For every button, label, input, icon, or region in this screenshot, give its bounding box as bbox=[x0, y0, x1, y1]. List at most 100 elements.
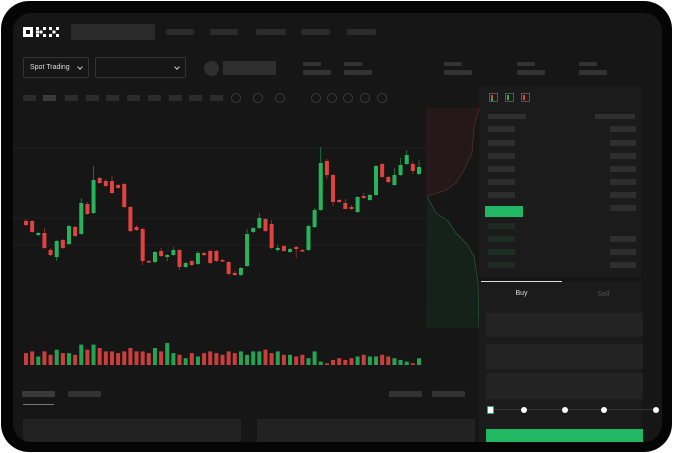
indicator-icon[interactable] bbox=[231, 93, 241, 103]
volume-bar bbox=[263, 349, 268, 365]
volume-bar bbox=[66, 353, 71, 365]
timeframe-button[interactable] bbox=[127, 95, 140, 101]
candle bbox=[294, 247, 299, 249]
nav-item[interactable] bbox=[210, 29, 238, 35]
depth-chart bbox=[426, 108, 479, 328]
pair-price bbox=[223, 61, 276, 75]
candle bbox=[60, 240, 65, 248]
orders-tab-underline bbox=[23, 404, 54, 405]
candle bbox=[165, 255, 170, 257]
stat-value bbox=[303, 70, 331, 75]
slider-step[interactable] bbox=[653, 407, 659, 413]
timeframe-button[interactable] bbox=[65, 95, 78, 101]
search-input[interactable] bbox=[71, 24, 155, 40]
candle bbox=[417, 167, 421, 174]
nav-item[interactable] bbox=[166, 29, 194, 35]
slider-step[interactable] bbox=[521, 407, 527, 413]
volume-bar bbox=[159, 351, 164, 365]
orderbook-buy-icon[interactable] bbox=[505, 93, 514, 102]
volume-bar bbox=[232, 353, 237, 365]
fullscreen-icon[interactable] bbox=[360, 93, 370, 103]
leverage-slider-handle[interactable] bbox=[487, 406, 494, 414]
timeframe-button[interactable] bbox=[169, 95, 182, 101]
bid-price bbox=[488, 223, 515, 229]
volume-bar bbox=[318, 361, 323, 365]
depth-bids-line bbox=[426, 195, 479, 328]
leverage-slider-track[interactable] bbox=[490, 409, 657, 410]
candle bbox=[116, 185, 121, 188]
timeframe-button[interactable] bbox=[210, 95, 223, 101]
orderbook-sell-icon[interactable] bbox=[521, 93, 530, 102]
candle bbox=[410, 164, 415, 171]
total-input[interactable] bbox=[486, 373, 643, 399]
stat-value bbox=[579, 70, 607, 75]
timeframe-button[interactable] bbox=[148, 95, 161, 101]
price-input[interactable] bbox=[486, 313, 643, 337]
settings-icon[interactable] bbox=[343, 93, 353, 103]
okx-logo[interactable] bbox=[23, 25, 60, 37]
ask-price bbox=[488, 126, 515, 132]
stat-value bbox=[344, 70, 372, 75]
amount-input[interactable] bbox=[486, 344, 643, 369]
candle bbox=[263, 219, 268, 231]
slider-step[interactable] bbox=[601, 407, 607, 413]
history-tab[interactable] bbox=[68, 391, 101, 397]
volume-bar bbox=[306, 358, 311, 365]
candle bbox=[232, 273, 237, 275]
bid-price bbox=[488, 236, 515, 242]
filter-button[interactable] bbox=[389, 391, 422, 397]
chart-type-icon[interactable] bbox=[275, 93, 285, 103]
ob-header-amount bbox=[595, 114, 635, 119]
orderbook-both-icon[interactable] bbox=[489, 93, 498, 102]
candle bbox=[214, 251, 219, 261]
volume-bar bbox=[214, 353, 219, 365]
filter-button[interactable] bbox=[432, 391, 465, 397]
volume-bar bbox=[361, 354, 366, 365]
candle bbox=[398, 165, 403, 175]
slider-step[interactable] bbox=[562, 407, 568, 413]
nav-item[interactable] bbox=[347, 29, 376, 35]
timeframe-button[interactable] bbox=[86, 95, 99, 101]
candle bbox=[195, 253, 200, 264]
volume-bar bbox=[238, 351, 243, 365]
nav-item[interactable] bbox=[256, 29, 286, 35]
volume-bar bbox=[220, 354, 225, 365]
chevron-down-icon bbox=[174, 63, 180, 70]
depth-asks-line bbox=[426, 108, 479, 197]
volume-bar bbox=[337, 358, 342, 365]
tab-buy[interactable]: Buy bbox=[515, 290, 528, 297]
bid-price bbox=[488, 262, 515, 268]
market-type-dropdown[interactable]: Spot Trading bbox=[23, 57, 89, 78]
candle bbox=[109, 181, 114, 193]
candle bbox=[281, 246, 286, 251]
timeframe-button[interactable] bbox=[106, 95, 119, 101]
volume-bar bbox=[251, 351, 256, 365]
screenshot-icon[interactable] bbox=[377, 93, 387, 103]
timeframe-button[interactable] bbox=[189, 95, 202, 101]
bid-price bbox=[488, 249, 515, 255]
orders-tab[interactable] bbox=[22, 391, 55, 397]
ask-amount bbox=[610, 166, 636, 172]
buy-button[interactable] bbox=[486, 429, 643, 442]
line-tool-icon[interactable] bbox=[311, 93, 321, 103]
volume-bar bbox=[208, 351, 213, 365]
candlestick-chart[interactable] bbox=[13, 108, 426, 383]
volume-bar bbox=[165, 342, 170, 365]
timeframe-button[interactable] bbox=[23, 95, 36, 101]
timeframe-button[interactable] bbox=[43, 95, 56, 101]
ask-price bbox=[488, 166, 515, 172]
pair-dropdown[interactable] bbox=[95, 57, 186, 78]
candle bbox=[103, 181, 108, 186]
draw-tool-icon[interactable] bbox=[327, 93, 337, 103]
bar bbox=[491, 95, 493, 98]
volume-bar bbox=[380, 354, 385, 365]
volume-bar bbox=[417, 358, 421, 365]
volume-bar bbox=[54, 349, 59, 365]
candle bbox=[367, 195, 372, 200]
nav-item[interactable] bbox=[301, 29, 330, 35]
bar bbox=[523, 95, 525, 100]
candle bbox=[331, 175, 336, 202]
tab-sell[interactable]: Sell bbox=[597, 291, 610, 298]
volume-bar bbox=[331, 359, 336, 365]
indicator-icon[interactable] bbox=[253, 93, 263, 103]
